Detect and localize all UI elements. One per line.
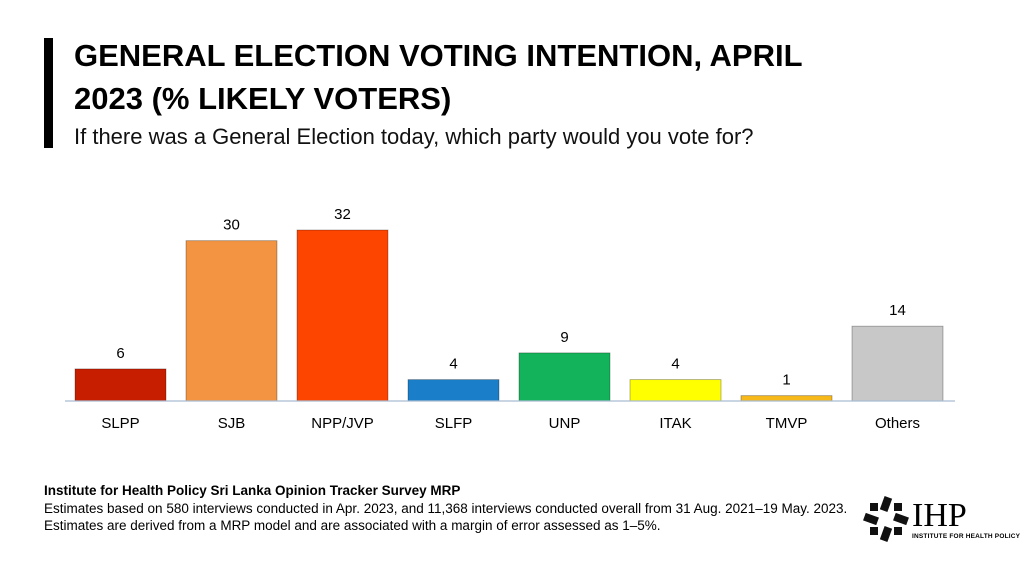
x-tick-label: SLFP: [435, 415, 473, 432]
bar: [74, 368, 167, 402]
x-tick-label: SLPP: [101, 415, 139, 432]
value-label: 4: [449, 356, 457, 373]
value-label: 30: [223, 217, 240, 234]
bar: [518, 352, 611, 402]
chart: 6 SLPP 30 SJB 32 NPP/JVP 4 SLFP 9 UNP 4 ITAK 1 TMVP 14…: [65, 206, 955, 432]
x-tick-label: UNP: [549, 415, 581, 432]
x-tick-label: NPP/JVP: [311, 415, 374, 432]
x-tick-label: Others: [875, 415, 920, 432]
logo-name: IHP: [912, 497, 967, 534]
value-label: 6: [116, 345, 124, 362]
bar: [629, 379, 722, 402]
x-tick-label: SJB: [218, 415, 246, 432]
bar: [296, 229, 389, 402]
value-label: 9: [560, 329, 568, 346]
logo-tagline: INSTITUTE FOR HEALTH POLICY: [912, 533, 1021, 540]
value-label: 14: [889, 302, 906, 319]
note: Estimates based on 580 interviews conduc…: [44, 501, 848, 533]
value-label: 4: [671, 356, 679, 373]
x-tick-label: TMVP: [766, 415, 808, 432]
chart-title: GENERAL ELECTION VOTING INTENTION, APRIL…: [74, 38, 802, 116]
x-tick-label: ITAK: [659, 415, 691, 432]
chart-subtitle: If there was a General Election today, w…: [74, 124, 754, 149]
bar: [185, 240, 278, 402]
bar: [851, 325, 944, 402]
title-accent: [44, 38, 53, 148]
value-label: 32: [334, 206, 351, 223]
bar: [407, 379, 500, 402]
logo-icon: [863, 496, 909, 542]
value-label: 1: [782, 372, 790, 389]
source: Institute for Health Policy Sri Lanka Op…: [44, 483, 461, 498]
logo-shapes: [863, 496, 909, 542]
bar: [740, 395, 833, 402]
